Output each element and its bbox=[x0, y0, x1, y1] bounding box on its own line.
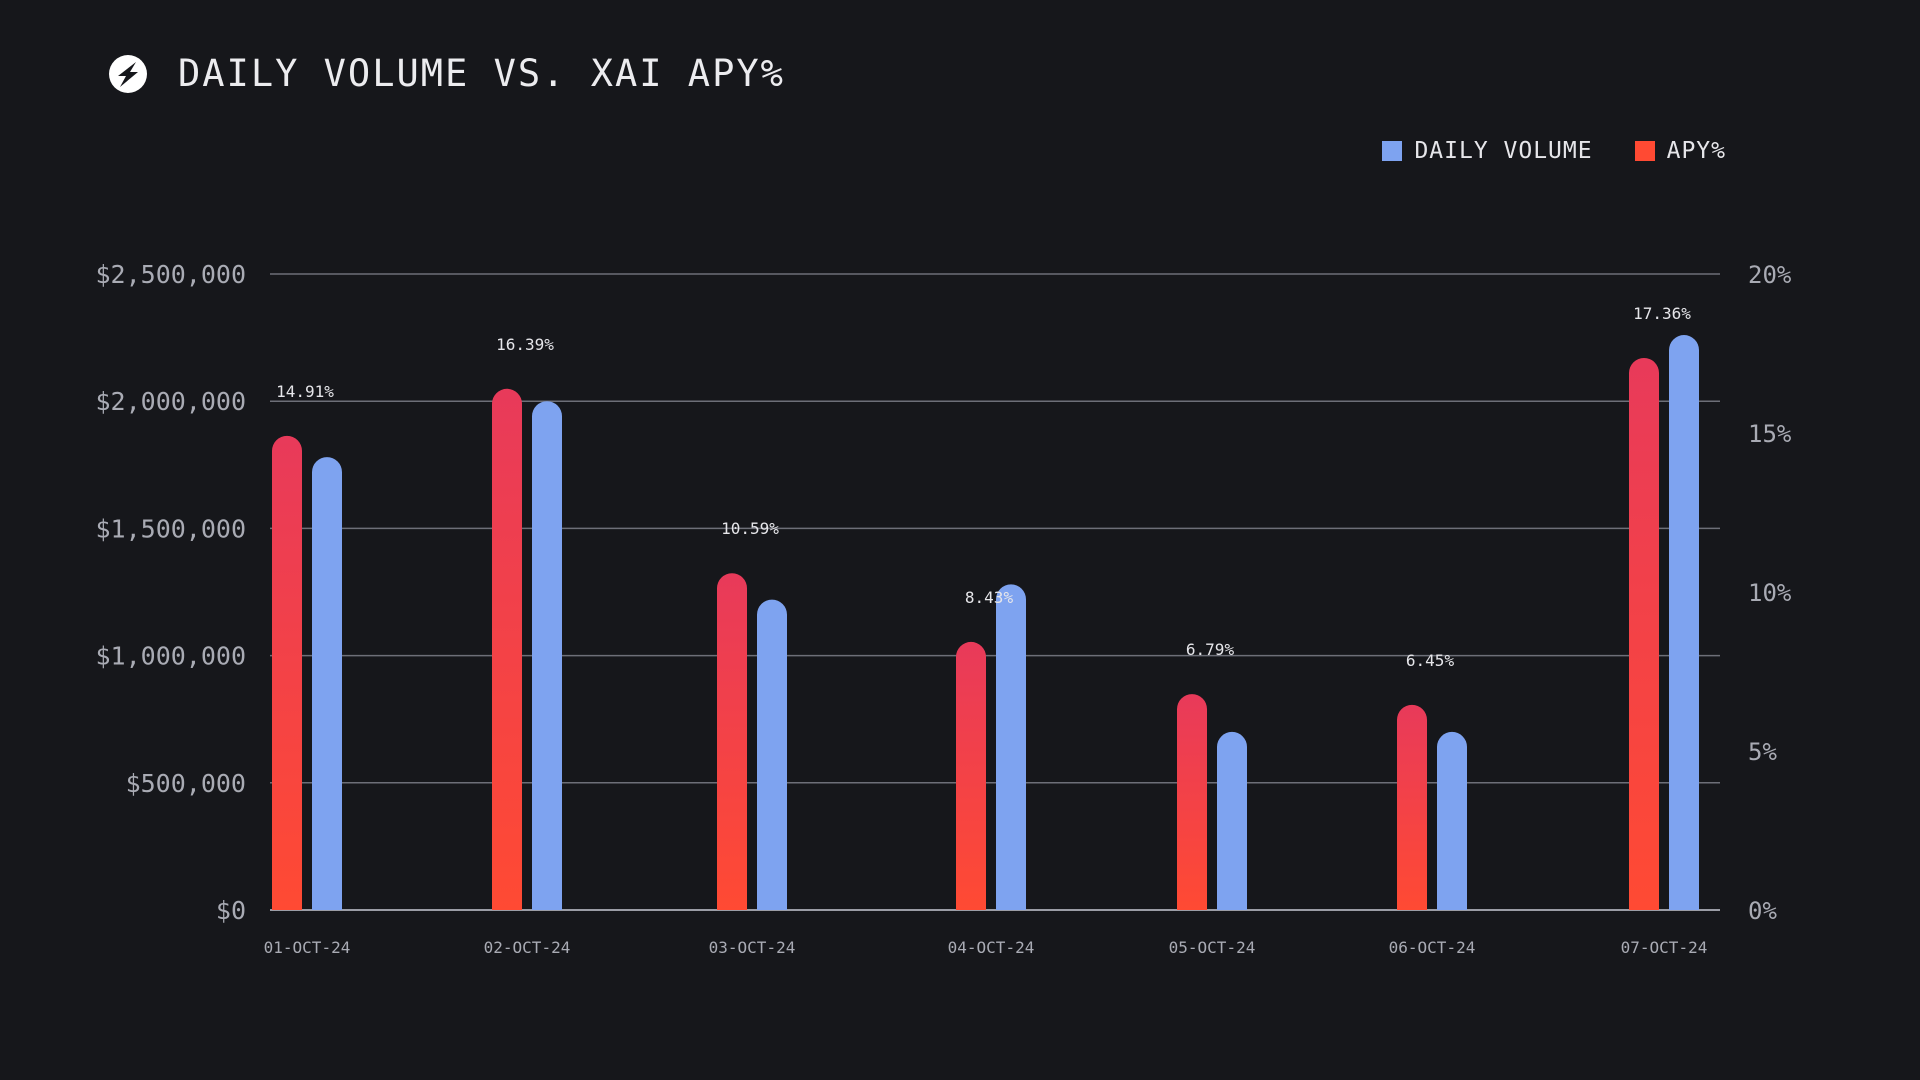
apy-bar bbox=[717, 573, 747, 910]
right-axis-ticks: 0% 5% 10% 15% 20% bbox=[1748, 261, 1792, 925]
apy-data-label: 16.39% bbox=[496, 335, 554, 354]
apy-bar bbox=[1177, 694, 1207, 910]
volume-bar bbox=[532, 401, 562, 910]
legend-item-daily-volume: DAILY VOLUME bbox=[1382, 138, 1592, 164]
legend-item-apy: APY% bbox=[1634, 138, 1726, 164]
apy-bar bbox=[956, 641, 986, 910]
left-tick-label: $1,500,000 bbox=[95, 514, 246, 543]
chart-header: DAILY VOLUME VS. XAI APY% bbox=[108, 52, 785, 95]
left-tick-label: $2,500,000 bbox=[95, 260, 246, 289]
left-tick-label: $1,000,000 bbox=[95, 642, 246, 671]
right-tick-label: 10% bbox=[1748, 579, 1792, 607]
right-tick-label: 15% bbox=[1748, 420, 1792, 448]
x-tick-label: 04-OCT-24 bbox=[948, 938, 1035, 957]
apy-bar bbox=[1397, 704, 1427, 910]
apy-data-label: 14.91% bbox=[276, 382, 334, 401]
volume-bar bbox=[757, 599, 787, 910]
apy-data-label: 10.59% bbox=[721, 519, 779, 538]
volume-bar bbox=[996, 584, 1026, 910]
left-tick-label: $0 bbox=[216, 896, 246, 925]
left-tick-label: $2,000,000 bbox=[95, 387, 246, 416]
x-tick-label: 06-OCT-24 bbox=[1389, 938, 1476, 957]
x-axis-ticks: 01-OCT-24 02-OCT-24 03-OCT-24 04-OCT-24 05-O… bbox=[264, 938, 1708, 957]
apy-bar bbox=[1629, 357, 1659, 910]
apy-data-label: 6.45% bbox=[1406, 651, 1455, 670]
apy-swatch bbox=[1634, 141, 1655, 161]
x-tick-label: 05-OCT-24 bbox=[1169, 938, 1256, 957]
right-tick-label: 5% bbox=[1748, 738, 1777, 766]
bars bbox=[272, 335, 1699, 910]
x-tick-label: 07-OCT-24 bbox=[1621, 938, 1708, 957]
volume-bar bbox=[1217, 731, 1247, 910]
x-tick-label: 02-OCT-24 bbox=[484, 938, 571, 957]
legend-label-apy: APY% bbox=[1666, 138, 1726, 164]
chart-title: DAILY VOLUME VS. XAI APY% bbox=[178, 52, 785, 95]
right-tick-label: 0% bbox=[1748, 897, 1777, 925]
apy-bar bbox=[492, 388, 522, 910]
legend-label-daily-volume: DAILY VOLUME bbox=[1414, 138, 1593, 164]
apy-bar bbox=[272, 435, 302, 910]
volume-bar bbox=[1669, 335, 1699, 910]
apy-data-label: 6.79% bbox=[1186, 640, 1235, 659]
left-axis-ticks: $0 $500,000 $1,000,000 $1,500,000 $2,000,000… bbox=[95, 260, 246, 925]
right-tick-label: 20% bbox=[1748, 261, 1792, 289]
apy-data-label: 17.36% bbox=[1633, 304, 1691, 323]
volume-bar bbox=[312, 457, 342, 910]
left-tick-label: $500,000 bbox=[126, 769, 246, 798]
volume-bar bbox=[1437, 731, 1467, 910]
apy-data-label: 8.43% bbox=[965, 588, 1014, 607]
x-tick-label: 03-OCT-24 bbox=[709, 938, 796, 957]
s-logo-icon bbox=[109, 54, 147, 93]
chart-legend: DAILY VOLUME APY% bbox=[1340, 138, 1726, 164]
data-labels: 14.91% 16.39% 10.59% 8.43% 6.79% 6.45% 17.36% bbox=[276, 304, 1691, 670]
daily-volume-swatch bbox=[1382, 141, 1403, 161]
x-tick-label: 01-OCT-24 bbox=[264, 938, 351, 957]
